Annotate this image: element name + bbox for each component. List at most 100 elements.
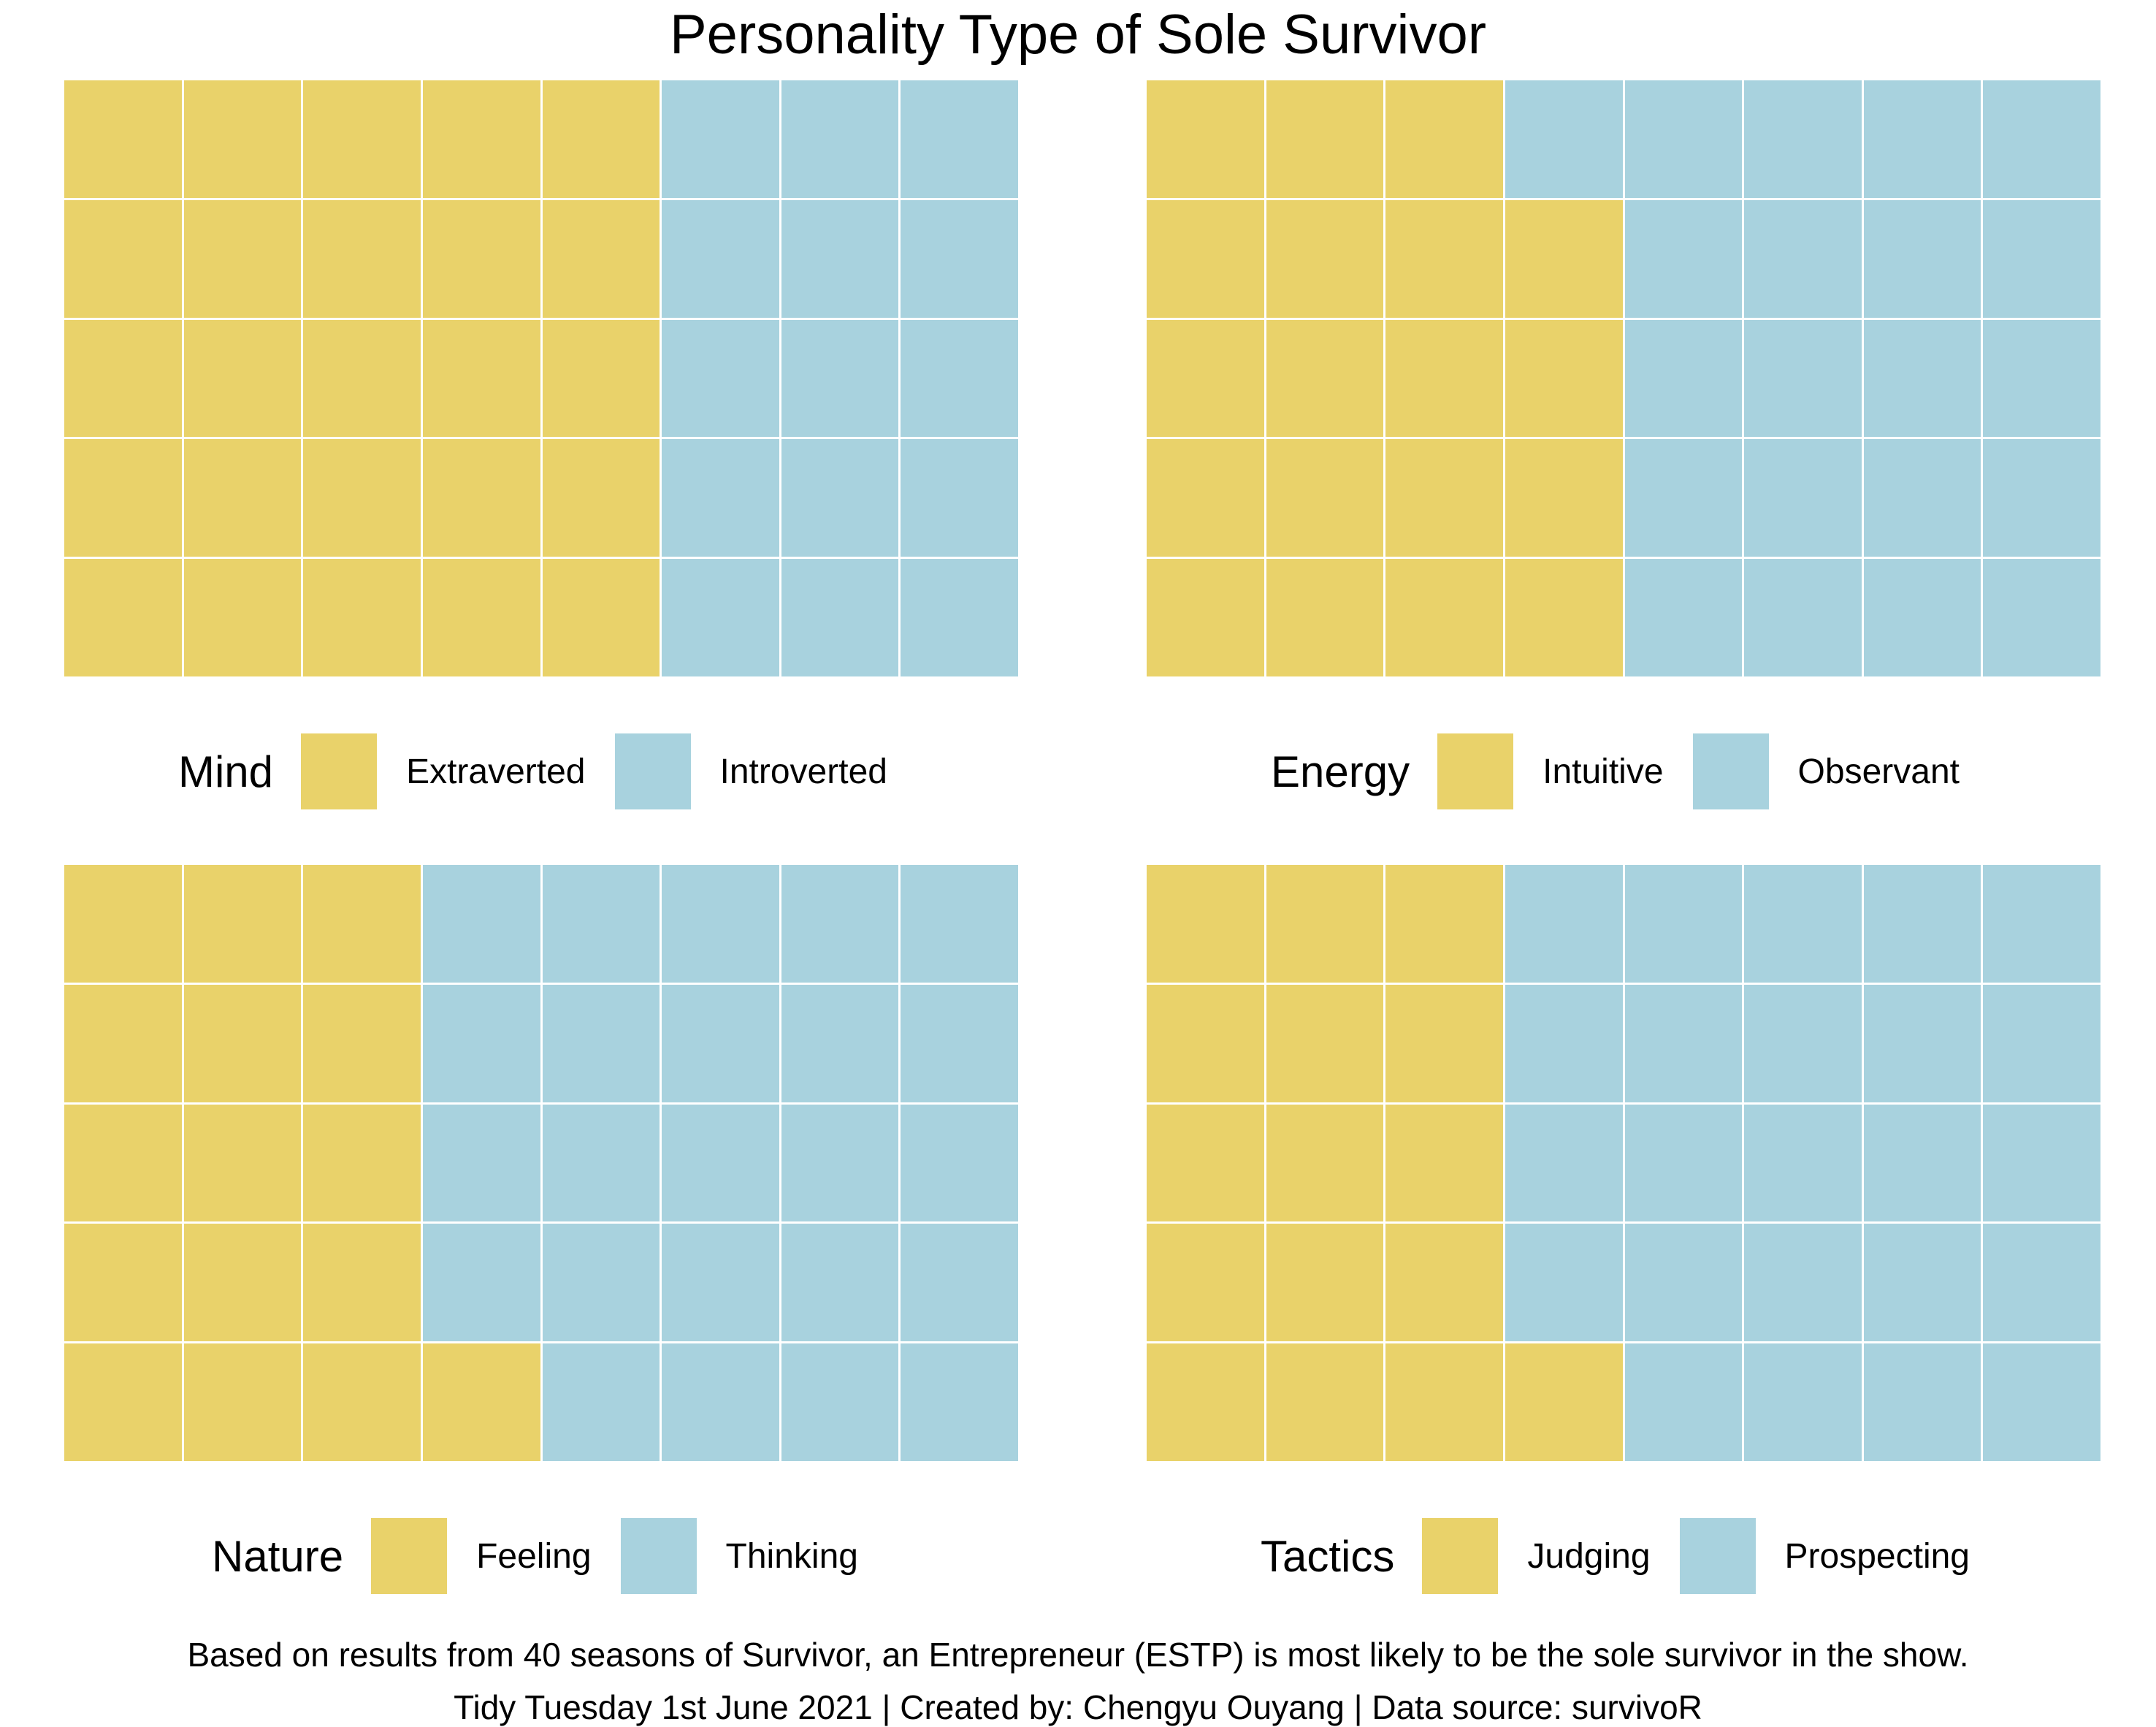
waffle-cell-thinking [781, 865, 899, 983]
waffle-cell-intuitive [1266, 80, 1384, 198]
waffle-cell-introverted [662, 559, 779, 676]
waffle-cell-extraverted [422, 439, 540, 557]
waffle-cell-introverted [901, 199, 1018, 318]
waffle-cell-extraverted [303, 559, 421, 676]
waffle-cell-prospecting [1744, 1104, 1862, 1222]
waffle-cell-feeling [64, 984, 182, 1102]
waffle-cell-extraverted [183, 80, 302, 198]
caption-summary: Based on results from 40 seasons of Surv… [187, 1636, 1969, 1674]
waffle-cell-thinking [542, 1104, 660, 1222]
waffle-cell-judging [1266, 1104, 1384, 1222]
waffle-cell-introverted [662, 439, 779, 557]
waffle-cell-feeling [183, 984, 302, 1102]
waffle-cell-feeling [303, 865, 421, 983]
waffle-cell-introverted [662, 80, 779, 198]
waffle-cell-judging [1385, 984, 1503, 1102]
waffle-cell-feeling [64, 1343, 182, 1461]
waffle-cell-prospecting [1983, 1343, 2100, 1461]
waffle-cell-extraverted [542, 199, 660, 318]
legend-label-feeling: Feeling [476, 1536, 592, 1576]
legend-swatch-extraverted [301, 733, 378, 809]
waffle-cell-prospecting [1744, 984, 1862, 1102]
waffle-cell-extraverted [303, 199, 421, 318]
waffle-cell-prospecting [1863, 1104, 1981, 1222]
waffle-cell-intuitive [1385, 80, 1503, 198]
waffle-cell-observant [1744, 199, 1862, 318]
waffle-cell-feeling [183, 1224, 302, 1342]
waffle-cell-thinking [542, 865, 660, 983]
waffle-cell-thinking [662, 984, 779, 1102]
waffle-cell-judging [1147, 1224, 1264, 1342]
waffle-cell-extraverted [303, 319, 421, 438]
waffle-grid-nature [64, 865, 1018, 1461]
waffle-cell-intuitive [1505, 559, 1623, 676]
waffle-cell-judging [1147, 1104, 1264, 1222]
waffle-cell-judging [1385, 1224, 1503, 1342]
waffle-cell-observant [1624, 319, 1743, 438]
waffle-cell-intuitive [1266, 439, 1384, 557]
waffle-cell-extraverted [422, 319, 540, 438]
waffle-cell-introverted [901, 80, 1018, 198]
waffle-cell-feeling [303, 1224, 421, 1342]
waffle-cell-intuitive [1147, 80, 1264, 198]
legend-title-nature: Nature [212, 1531, 344, 1581]
waffle-cell-observant [1863, 439, 1981, 557]
legend-title-energy: Energy [1271, 747, 1410, 796]
waffle-cell-prospecting [1624, 1104, 1743, 1222]
waffle-grid-tactics [1147, 865, 2100, 1461]
waffle-cell-prospecting [1624, 1343, 1743, 1461]
waffle-cell-introverted [901, 559, 1018, 676]
waffle-grid-mind [64, 80, 1018, 676]
waffle-cell-intuitive [1147, 439, 1264, 557]
waffle-cell-judging [1266, 1343, 1384, 1461]
chart-title: Personality Type of Sole Survivor [669, 4, 1487, 66]
waffle-cell-observant [1744, 319, 1862, 438]
legend-tactics: Tactics Judging Prospecting [1261, 1518, 1999, 1594]
legend-swatch-prospecting [1679, 1518, 1756, 1594]
waffle-cell-observant [1624, 80, 1743, 198]
waffle-cell-thinking [662, 1104, 779, 1222]
waffle-cell-observant [1624, 199, 1743, 318]
waffle-cell-introverted [781, 559, 899, 676]
waffle-cell-judging [1385, 1104, 1503, 1222]
waffle-cell-extraverted [422, 80, 540, 198]
waffle-cell-extraverted [422, 199, 540, 318]
waffle-cell-extraverted [542, 80, 660, 198]
legend-nature: Nature Feeling Thinking [212, 1518, 887, 1594]
waffle-cell-thinking [901, 1224, 1018, 1342]
waffle-cell-intuitive [1147, 199, 1264, 318]
legend-swatch-feeling [371, 1518, 448, 1594]
waffle-cell-extraverted [542, 559, 660, 676]
waffle-cell-intuitive [1505, 199, 1623, 318]
waffle-cell-observant [1744, 559, 1862, 676]
waffle-cell-prospecting [1863, 1224, 1981, 1342]
waffle-cell-intuitive [1385, 559, 1503, 676]
waffle-cell-thinking [901, 1104, 1018, 1222]
waffle-cell-extraverted [183, 199, 302, 318]
waffle-cell-intuitive [1385, 439, 1503, 557]
waffle-cell-thinking [781, 1343, 899, 1461]
legend-swatch-intuitive [1437, 733, 1514, 809]
waffle-cell-introverted [781, 439, 899, 557]
waffle-cell-extraverted [183, 559, 302, 676]
waffle-cell-judging [1147, 984, 1264, 1102]
waffle-cell-intuitive [1385, 319, 1503, 438]
waffle-cell-extraverted [422, 559, 540, 676]
waffle-cell-extraverted [64, 439, 182, 557]
waffle-cell-intuitive [1147, 559, 1264, 676]
waffle-cell-prospecting [1983, 984, 2100, 1102]
waffle-cell-extraverted [64, 80, 182, 198]
waffle-cell-observant [1744, 439, 1862, 557]
legend-swatch-observant [1692, 733, 1769, 809]
waffle-cell-feeling [183, 1343, 302, 1461]
waffle-cell-prospecting [1505, 1104, 1623, 1222]
legend-mind: Mind Extraverted Introverted [178, 733, 917, 809]
waffle-cell-observant [1624, 559, 1743, 676]
legend-label-introverted: Introverted [719, 752, 887, 791]
waffle-cell-thinking [901, 865, 1018, 983]
waffle-cell-prospecting [1983, 1104, 2100, 1222]
waffle-cell-introverted [662, 199, 779, 318]
waffle-cell-thinking [901, 1343, 1018, 1461]
waffle-cell-extraverted [542, 439, 660, 557]
waffle-cell-introverted [781, 80, 899, 198]
